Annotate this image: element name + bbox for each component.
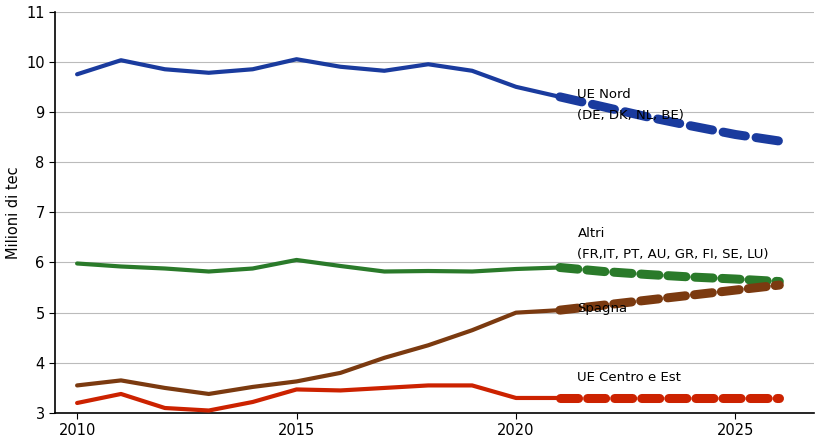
Text: Spagna: Spagna (577, 302, 627, 315)
Text: UE Centro e Est: UE Centro e Est (577, 372, 681, 385)
Text: UE Nord: UE Nord (577, 88, 631, 101)
Text: (FR,IT, PT, AU, GR, FI, SE, LU): (FR,IT, PT, AU, GR, FI, SE, LU) (577, 249, 768, 262)
Text: (DE, DK, NL, BE): (DE, DK, NL, BE) (577, 109, 684, 123)
Text: Altri: Altri (577, 227, 604, 240)
Y-axis label: Milioni di tec: Milioni di tec (6, 166, 20, 258)
